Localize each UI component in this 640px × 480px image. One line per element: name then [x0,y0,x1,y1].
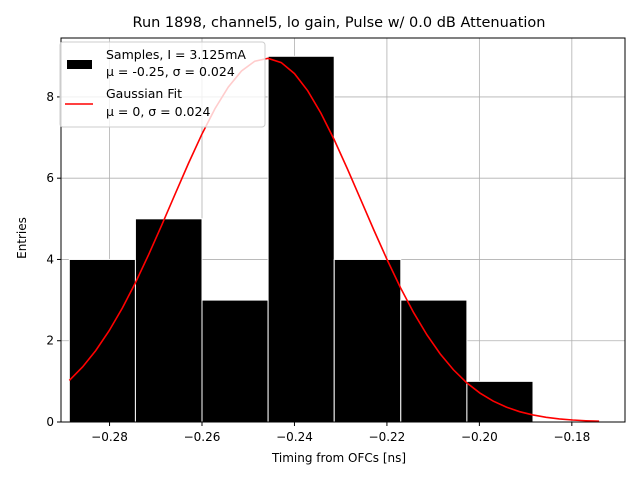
histogram-bar [333,258,402,423]
x-tick-label: −0.26 [184,430,221,444]
histogram-bar [134,218,203,423]
legend: Samples, I = 3.125mA μ = -0.25, σ = 0.02… [59,41,266,128]
legend-box [59,41,266,128]
histogram-bar [267,55,335,423]
x-tick-label: −0.18 [553,430,590,444]
y-tick-label: 2 [46,334,54,348]
gaussian-fit-line [68,57,600,423]
x-tick-label: −0.20 [461,430,498,444]
x-axis-ticks: −0.28 −0.26 −0.24 −0.22 −0.20 −0.18 [91,422,590,444]
histogram-bar [400,299,468,423]
x-tick-label: −0.28 [91,430,128,444]
legend-histogram-stats: μ = -0.25, σ = 0.024 [106,64,235,79]
legend-fit-stats: μ = 0, σ = 0.024 [106,104,210,119]
gaussian-fit [68,57,600,423]
histogram-bar [201,299,269,423]
x-axis-label: Timing from OFCs [ns] [271,451,406,465]
y-axis-label: Entries [15,217,29,259]
y-tick-label: 0 [46,415,54,429]
y-tick-label: 4 [46,252,54,266]
y-tick-label: 6 [46,171,54,185]
x-tick-label: −0.22 [369,430,406,444]
x-tick-label: −0.24 [276,430,313,444]
legend-histogram-label: Samples, I = 3.125mA [106,47,246,62]
y-tick-label: 8 [46,90,54,104]
y-axis-ticks: 0 2 4 6 8 [46,90,61,429]
histogram-bar [466,380,534,423]
plot-frame [60,37,626,423]
legend-fit-label: Gaussian Fit [106,86,182,101]
legend-histogram-swatch [67,60,92,69]
chart-title: Run 1898, channel5, lo gain, Pulse w/ 0.… [133,15,546,31]
